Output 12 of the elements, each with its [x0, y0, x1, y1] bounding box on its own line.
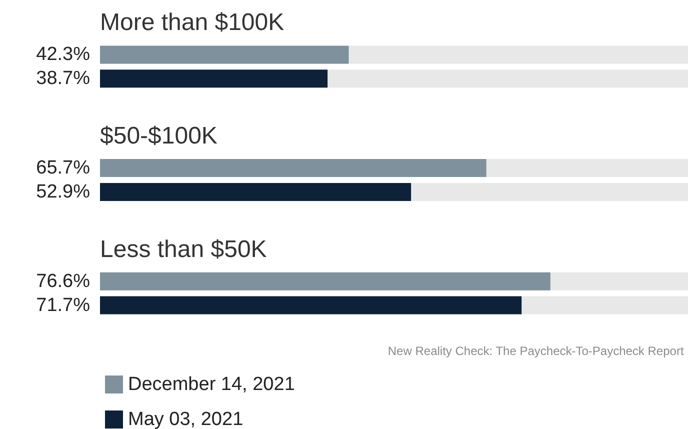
y-tick-label: $50-$100K [100, 122, 218, 150]
y-tick-label: More than $100K [100, 9, 284, 36]
y-tick-label: Less than $50K [100, 236, 267, 263]
data-label: 42.3% [36, 44, 90, 66]
legend-label: December 14, 2021 [128, 374, 295, 395]
data-label: 38.7% [36, 68, 90, 90]
data-label: 71.7% [36, 294, 90, 316]
text: New Reality Check: The Paycheck-To-Paycheck Report [388, 344, 684, 358]
legend-label: May 03, 2021 [128, 409, 244, 429]
data-label: 52.9% [36, 181, 90, 202]
data-label: 65.7% [36, 158, 90, 179]
data-label: 76.6% [36, 270, 90, 292]
